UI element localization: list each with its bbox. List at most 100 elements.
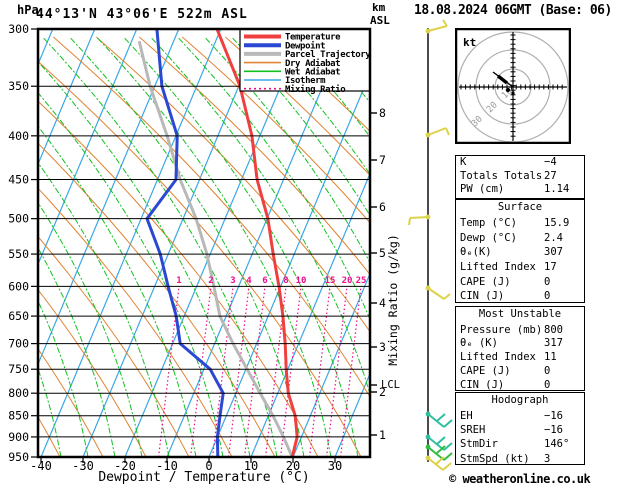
wind-barb [443, 442, 453, 451]
pressure-tick-label: 400 [8, 129, 29, 143]
surface-panel: Surface Temp (°C) 15.9 Dewp (°C) 2.4 θₑ(K) 307… [455, 199, 585, 303]
dry-adiabat-line [440, 37, 455, 457]
mixing-ratio-axis-label: Mixing Ratio (g/kg) [386, 234, 400, 366]
panel-row: CIN (J) 0 [456, 378, 584, 392]
legend-label: Isotherm [285, 76, 326, 86]
x-axis-label: Dewpoint / Temperature (°C) [98, 470, 309, 485]
metric-value: −16 [544, 424, 563, 437]
panel-row: Lifted Index 17 [456, 260, 584, 275]
metric-value: 2.4 [544, 231, 563, 244]
wind-barb [443, 419, 453, 428]
panel-row: K −4 [456, 156, 584, 169]
metric-value: 800 [544, 323, 563, 336]
metric-label: θₑ(K) [460, 246, 492, 259]
wind-barb [442, 19, 448, 27]
hodograph-unit-label: kt [463, 36, 476, 49]
metric-label: SREH [460, 424, 486, 437]
indices-panel: K −4 Totals Totals 27 PW (cm) 1.14 [455, 155, 585, 199]
wind-barb [436, 413, 446, 422]
dry-adiabat-line [39, 349, 104, 456]
temp-tick-label: -40 [30, 459, 52, 473]
pressure-tick-label: 900 [8, 430, 29, 444]
legend-label: Mixing Ratio [285, 84, 345, 95]
wind-barb-dot [425, 444, 431, 450]
pressure-tick-label: 950 [8, 450, 29, 464]
mixing-ratio-label: 1 [176, 276, 181, 286]
mixing-ratio-line [244, 286, 266, 456]
km-tick-label: 3 [379, 340, 386, 354]
metric-value: 1.14 [544, 183, 570, 196]
mixing-ratio-label: 4 [246, 276, 252, 286]
mixing-ratio-line [340, 286, 362, 456]
metric-label: StmSpd (kt) [460, 452, 530, 465]
metric-value: 3 [544, 452, 551, 465]
metric-value: 146° [544, 438, 570, 451]
panel-header: Most Unstable [478, 308, 562, 320]
pressure-tick-label: 700 [8, 337, 29, 351]
wet-adiabat-line [421, 37, 455, 457]
parcel-trajectory-curve [137, 40, 294, 456]
wet-adiabat-line [394, 37, 455, 457]
temperature-curve [215, 30, 299, 456]
dry-adiabat-line [52, 36, 369, 397]
wet-adiabat-line [39, 93, 224, 456]
dry-adiabat-line [39, 237, 190, 456]
dry-adiabat-line [39, 188, 233, 456]
temp-tick-label: -20 [114, 459, 136, 473]
metric-value: 307 [544, 246, 563, 259]
mixing-ratio-label: 20 [342, 276, 353, 286]
metric-value: 15.9 [544, 217, 570, 230]
panel-row: Totals Totals 27 [456, 169, 584, 182]
isotherm-line [250, 174, 369, 456]
hodograph-border [455, 28, 571, 144]
altitude-axis-unit2: ASL [370, 14, 390, 27]
km-tick-label: 5 [379, 246, 386, 260]
mixing-ratio-label: 6 [262, 276, 267, 286]
temp-tick-label: 20 [286, 459, 300, 473]
pressure-tick-label: 300 [8, 22, 29, 36]
isotherm-line [39, 30, 137, 264]
panel-row: θₑ(K) 307 [456, 245, 584, 260]
mixing-ratio-line [190, 286, 212, 456]
panel-header: Hodograph [491, 394, 549, 406]
wet-adiabat-line [39, 302, 89, 456]
lcl-label: LCL [381, 379, 400, 391]
legend-label: Temperature [285, 33, 341, 43]
pressure-tick-label: 600 [8, 279, 29, 293]
wet-adiabat-line [42, 36, 278, 456]
panel-row: Temp (°C) 15.9 [456, 216, 584, 231]
metric-value: 17 [544, 261, 557, 274]
panel-row: Lifted Index 11 [456, 351, 584, 365]
pressure-tick-label: 800 [8, 386, 29, 400]
wind-barb [442, 462, 452, 471]
dry-adiabat-line [267, 36, 369, 132]
mixing-ratio-label: 25 [356, 276, 367, 286]
dry-adiabat-line [224, 36, 369, 176]
wet-adiabat-line [204, 36, 369, 262]
isotherm-line [166, 30, 347, 456]
wet-adiabat-line [39, 203, 143, 456]
km-tick-label: 2 [379, 385, 386, 399]
skewt-chart: 3003504004505005506006507007508008509009… [8, 1, 455, 485]
date-heading: 18.08.2024 06GMT (Base: 06) [414, 3, 612, 18]
pressure-tick-label: 550 [8, 247, 29, 261]
metric-label: Dewp (°C) [460, 231, 517, 244]
wind-barb [443, 293, 451, 300]
plot-border [36, 27, 372, 459]
mixing-ratio-line [228, 286, 250, 456]
dry-adiabat-line [138, 36, 369, 274]
metric-label: CIN (J) [460, 378, 505, 391]
wet-adiabat-line [39, 126, 197, 456]
legend-label: Dewpoint [285, 40, 325, 51]
km-tick-label: 6 [379, 200, 386, 214]
dry-adiabat-line [39, 101, 319, 456]
temp-tick-label: -10 [156, 459, 178, 473]
panel-row: CIN (J) 0 [456, 289, 584, 304]
hodograph-origin-dot2 [511, 91, 515, 95]
dewpoint-curve [145, 30, 225, 456]
panel-row: SREH −16 [456, 423, 584, 437]
wind-barb-dot [425, 214, 431, 220]
wind-barb-dot [425, 455, 431, 461]
